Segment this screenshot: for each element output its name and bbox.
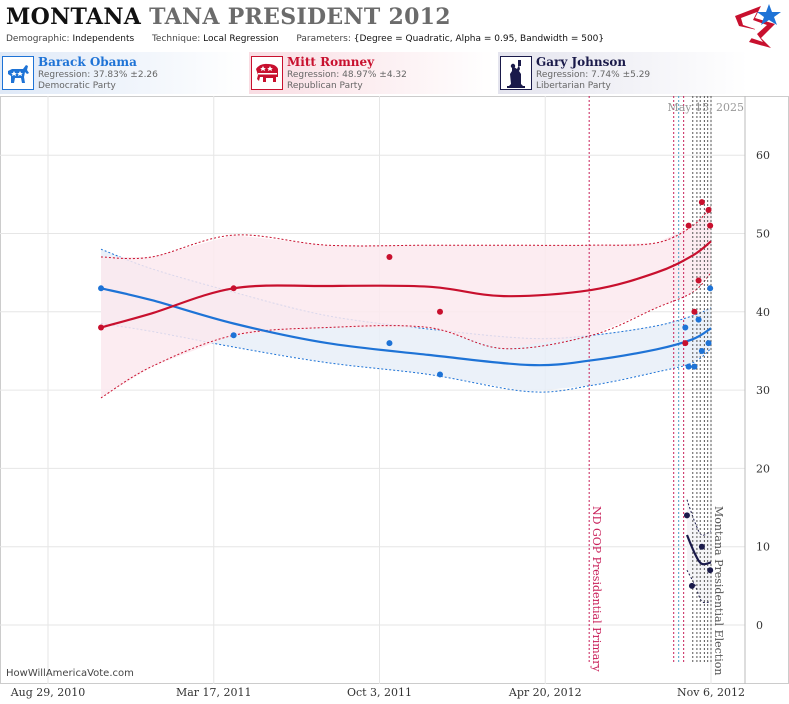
site-logo-icon <box>735 4 781 48</box>
barack-obama-poll-point <box>230 332 237 339</box>
candidate-legend: Barack Obama Regression: 37.83% ±2.26 De… <box>0 52 789 94</box>
poll-points <box>98 199 714 589</box>
mitt-romney-poll-point <box>707 222 714 229</box>
gary-johnson-upper-bound <box>686 499 712 536</box>
y-tick-label: 30 <box>756 384 770 397</box>
regression-chart: 0 10 20 30 40 50 60 ND GOP Presidential Primary… <box>0 96 789 684</box>
candidate-party: Libertarian Party <box>536 81 611 91</box>
barack-obama-poll-point <box>705 340 712 347</box>
candidate-regression: Regression: 7.74% ±5.29 <box>536 70 651 80</box>
mitt-romney-poll-point <box>685 222 692 229</box>
candidate-romney: Mitt Romney Regression: 48.97% ±4.32 Rep… <box>249 52 494 94</box>
barack-obama-poll-point <box>386 340 393 347</box>
y-tick-label: 0 <box>756 619 763 632</box>
gary-johnson-poll-point <box>683 512 690 519</box>
x-tick-label: Aug 29, 2010 <box>10 686 86 699</box>
barack-obama-confidence-band <box>101 249 711 392</box>
donkey-icon <box>2 56 34 90</box>
mitt-romney-poll-point <box>695 277 702 284</box>
candidate-name: Mitt Romney <box>287 55 375 69</box>
barack-obama-poll-point <box>685 363 692 370</box>
event-label: Montana Presidential Election <box>712 506 725 675</box>
x-tick-label: Mar 17, 2011 <box>175 686 252 699</box>
candidate-regression: Regression: 37.83% ±2.26 <box>38 70 158 80</box>
gary-johnson-regression-line <box>685 534 712 566</box>
parameters-line: Demographic: Independents Technique: Loc… <box>6 34 604 44</box>
mitt-romney-confidence-band <box>101 206 711 398</box>
demographic-value: Independents <box>72 34 135 44</box>
mitt-romney-poll-point <box>698 199 705 206</box>
candidate-regression: Regression: 48.97% ±4.32 <box>287 70 407 80</box>
technique-label: Technique: <box>151 34 201 44</box>
chart-labels: 0 10 20 30 40 50 60 ND GOP Presidential Primary… <box>590 101 770 675</box>
gary-johnson-poll-point <box>688 582 695 589</box>
barack-obama-poll-point <box>698 347 705 354</box>
candidate-party: Democratic Party <box>38 81 116 91</box>
mitt-romney-poll-point <box>682 340 689 347</box>
mitt-romney-regression-line <box>100 240 712 329</box>
mitt-romney-poll-point <box>386 253 393 260</box>
gary-johnson-poll-point <box>698 543 705 550</box>
mitt-romney-poll-point <box>230 285 237 292</box>
regression-lines <box>100 240 712 566</box>
y-tick-label: 60 <box>756 149 770 162</box>
candidate-johnson: Gary Johnson Regression: 7.74% ±5.29 Lib… <box>498 52 748 94</box>
x-tick-label: Oct 3, 2011 <box>346 686 413 699</box>
mitt-romney-upper-bound <box>100 205 712 260</box>
barack-obama-poll-point <box>695 316 702 323</box>
event-label: ND GOP Presidential Primary <box>590 506 603 673</box>
barack-obama-poll-point <box>691 363 698 370</box>
candidate-party: Republican Party <box>287 81 363 91</box>
mitt-romney-poll-point <box>705 207 712 214</box>
mitt-romney-poll-point <box>98 324 105 331</box>
date-stamp: May 15, 2025 <box>667 101 744 114</box>
title-rest: TANA PRESIDENT 2012 <box>149 4 451 30</box>
mitt-romney-poll-point <box>436 308 443 315</box>
mitt-romney-lower-bound <box>100 272 712 399</box>
candidate-obama: Barack Obama Regression: 37.83% ±2.26 De… <box>0 52 245 94</box>
site-credit: HowWillAmericaVote.com <box>6 668 134 679</box>
liberty-statue-icon <box>500 56 532 90</box>
barack-obama-regression-line <box>100 287 712 367</box>
barack-obama-poll-point <box>682 324 689 331</box>
barack-obama-poll-point <box>436 371 443 378</box>
mitt-romney-poll-point <box>691 308 698 315</box>
y-tick-label: 50 <box>756 228 770 241</box>
y-tick-label: 20 <box>756 462 770 475</box>
technique-value: Local Regression <box>203 34 279 44</box>
y-tick-label: 10 <box>756 541 770 554</box>
gary-johnson-poll-point <box>707 567 714 574</box>
x-tick-label: Nov 6, 2012 <box>677 686 745 699</box>
x-tick-label: Apr 20, 2012 <box>508 686 582 699</box>
demographic-label: Demographic: <box>6 34 70 44</box>
page-title: MONTANA TANA PRESIDENT 2012 <box>6 4 451 30</box>
parameters-value: {Degree = Quadratic, Alpha = 0.95, Bandw… <box>353 34 605 44</box>
candidate-name: Gary Johnson <box>536 55 627 69</box>
candidate-name: Barack Obama <box>38 55 137 69</box>
barack-obama-poll-point <box>707 285 714 292</box>
barack-obama-poll-point <box>98 285 105 292</box>
y-tick-label: 40 <box>756 306 770 319</box>
parameters-label: Parameters: <box>296 34 351 44</box>
elephant-icon <box>251 56 283 90</box>
title-state: MONTANA <box>6 4 142 30</box>
